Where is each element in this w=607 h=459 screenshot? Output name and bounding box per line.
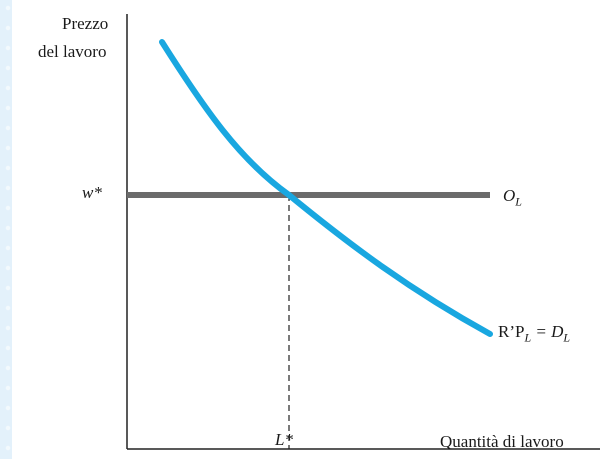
demand-label-sub2: L <box>563 330 571 345</box>
supply-label-main: O <box>503 186 516 205</box>
supply-label-sub: L <box>515 194 522 209</box>
demand-curve <box>159 39 493 337</box>
demand-label-eq: = D <box>531 322 564 341</box>
wage-tick-label: w* <box>82 183 102 202</box>
y-axis-label-line2: del lavoro <box>38 42 107 61</box>
x-axis-label: Quantità di lavoro <box>440 432 564 451</box>
demand-label: R’PL = DL <box>498 322 570 347</box>
demand-label-sub1: L <box>524 330 532 345</box>
quantity-tick-label: L* <box>275 430 293 449</box>
supply-label: OL <box>503 186 522 211</box>
diagram-panel <box>12 0 607 459</box>
demand-label-prefix: R’P <box>498 322 525 341</box>
y-axis-label-line1: Prezzo <box>62 14 109 33</box>
